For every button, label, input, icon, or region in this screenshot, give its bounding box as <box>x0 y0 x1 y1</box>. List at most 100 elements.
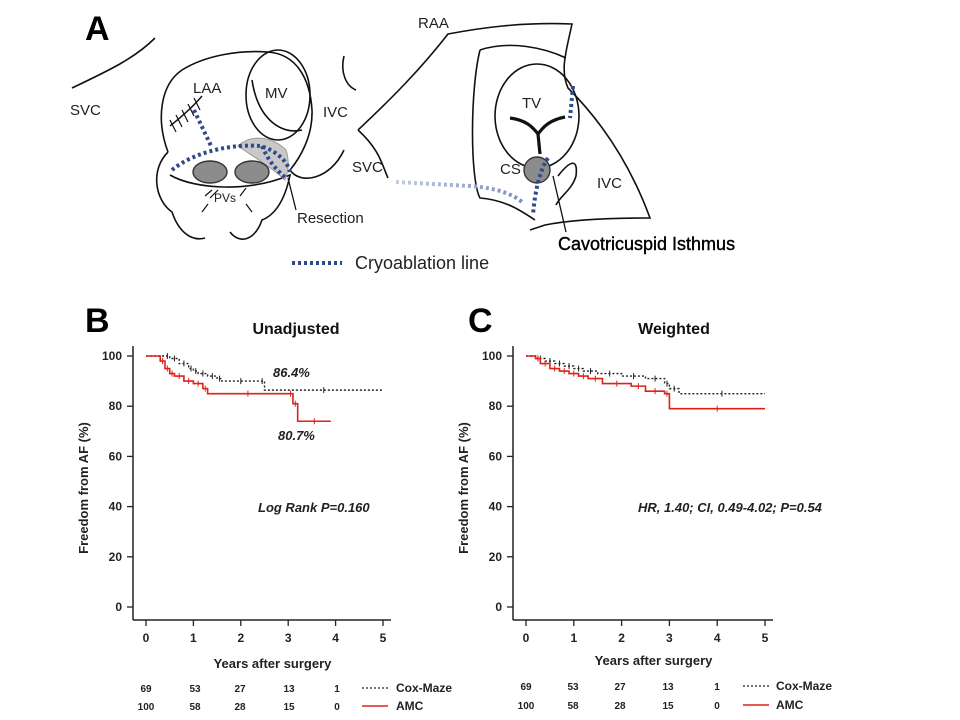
svc-lower-contour <box>357 129 389 179</box>
risk-table-cell: 15 <box>283 702 295 713</box>
cryo-line-svc-ivc <box>395 180 524 204</box>
cryo-line-roof <box>170 143 292 173</box>
risk-table-cell: 53 <box>189 684 201 695</box>
series-line-cox-maze <box>526 355 765 395</box>
label-cavotricuspid-isthmus: Cavotricuspid Isthmus <box>558 234 735 254</box>
left-atrium-diagram <box>71 37 357 240</box>
y-axis-label: Freedom from AF (%) <box>76 422 91 554</box>
atrium-lower-wall <box>169 173 292 240</box>
y-tick-label: 40 <box>489 500 503 514</box>
y-tick-label: 60 <box>109 449 123 463</box>
tv-leaflet-2 <box>536 115 566 135</box>
panel-a: A <box>70 10 735 273</box>
legend-label: Cox-Maze <box>396 681 452 695</box>
risk-table-cell: 28 <box>234 702 246 713</box>
x-tick-label: 1 <box>570 631 577 645</box>
km-panel-b: B Unadjusted 0 20 40 60 80 100 0 1 2 3 4 5 Freedom fro… <box>76 302 452 713</box>
y-tick-label: 100 <box>482 349 502 363</box>
x-tick-label: 5 <box>380 631 387 645</box>
risk-table-cell: 27 <box>234 684 246 695</box>
risk-table-cell: 0 <box>334 702 340 713</box>
x-tick-label: 5 <box>762 631 769 645</box>
risk-table-cell: 58 <box>567 701 579 712</box>
x-axis-label: Years after surgery <box>595 653 714 668</box>
series-line-cox-maze <box>146 355 383 391</box>
x-tick-label: 0 <box>143 631 150 645</box>
y-tick-label: 0 <box>115 600 122 614</box>
left-outer-contour <box>71 37 156 89</box>
legend-label: AMC <box>396 699 424 713</box>
tv-leaflet-1 <box>509 116 540 135</box>
y-tick-label: 80 <box>109 399 123 413</box>
risk-table-cell: 15 <box>662 701 674 712</box>
y-tick-label: 20 <box>109 550 123 564</box>
resection-pointer <box>287 177 297 211</box>
label-laa: LAA <box>193 80 221 97</box>
y-tick-label: 80 <box>489 399 503 413</box>
label-tv: TV <box>522 95 541 112</box>
label-svc-right: SVC <box>352 159 383 176</box>
label-ivc-right: IVC <box>597 175 622 192</box>
cryo-lines-left <box>170 109 292 180</box>
cryo-line-cs <box>531 156 550 216</box>
legend-label: Cox-Maze <box>776 679 832 693</box>
pv-arrows <box>201 187 253 213</box>
cryo-line-laa <box>192 109 214 149</box>
annotation: 86.4% <box>273 365 310 380</box>
y-tick-label: 20 <box>489 550 503 564</box>
y-tick-label: 60 <box>489 449 503 463</box>
tricuspid-valve-ring <box>494 63 580 169</box>
laa-suture-line <box>169 95 203 127</box>
x-tick-label: 4 <box>332 631 339 645</box>
risk-table-cell: 13 <box>283 684 295 695</box>
risk-table-cell: 100 <box>138 702 155 713</box>
cryo-lines-right <box>395 85 575 216</box>
label-resection: Resection <box>297 210 364 227</box>
panel-a-letter: A <box>85 10 110 48</box>
right-outer-contour <box>341 55 357 91</box>
x-axis-label: Years after surgery <box>214 656 333 671</box>
y-tick-label: 100 <box>102 349 122 363</box>
label-raa: RAA <box>418 15 449 32</box>
annotation: 80.7% <box>278 428 315 443</box>
label-cs: CS <box>500 161 521 178</box>
ra-outer-outline <box>357 22 652 231</box>
cryo-line-mv <box>260 145 288 180</box>
risk-table-cell: 1 <box>714 682 720 693</box>
risk-table-cell: 28 <box>614 701 626 712</box>
atrium-left-wall <box>155 151 206 240</box>
risk-table-cell: 100 <box>518 701 535 712</box>
legend-label: AMC <box>776 698 804 712</box>
annotation: HR, 1.40; CI, 0.49-4.02; P=0.54 <box>638 500 823 515</box>
risk-table-cell: 69 <box>520 682 532 693</box>
x-tick-label: 3 <box>285 631 292 645</box>
risk-table-cell: 1 <box>334 684 340 695</box>
mitral-valve-ring <box>245 49 311 141</box>
atrium-body-outline <box>160 50 345 179</box>
panel-letter: C <box>468 302 493 340</box>
y-tick-label: 40 <box>109 500 123 514</box>
label-svc-left: SVC <box>70 102 101 119</box>
mitral-valve-inner <box>251 79 303 132</box>
right-pv-ostium <box>234 160 270 184</box>
coronary-sinus <box>523 156 551 184</box>
cryo-legend-label: Cryoablation line <box>355 253 489 273</box>
label-mv: MV <box>265 85 288 102</box>
y-tick-label: 0 <box>495 600 502 614</box>
chart-title: Unadjusted <box>252 321 339 338</box>
x-tick-label: 2 <box>237 631 244 645</box>
tv-leaflet-3 <box>536 133 542 155</box>
series-line-amc <box>146 355 331 423</box>
y-axis-label: Freedom from AF (%) <box>456 422 471 554</box>
risk-table-cell: 58 <box>189 702 201 713</box>
ivc-channel <box>555 162 578 206</box>
x-tick-label: 0 <box>523 631 530 645</box>
right-atrium-diagram <box>357 22 652 231</box>
ra-inner-top <box>479 44 567 59</box>
annotation: Log Rank P=0.160 <box>258 500 370 515</box>
panel-letter: B <box>85 302 110 340</box>
cryo-line-tv-lateral <box>568 85 575 119</box>
label-pvs: PVs <box>214 191 236 205</box>
x-tick-label: 4 <box>714 631 721 645</box>
